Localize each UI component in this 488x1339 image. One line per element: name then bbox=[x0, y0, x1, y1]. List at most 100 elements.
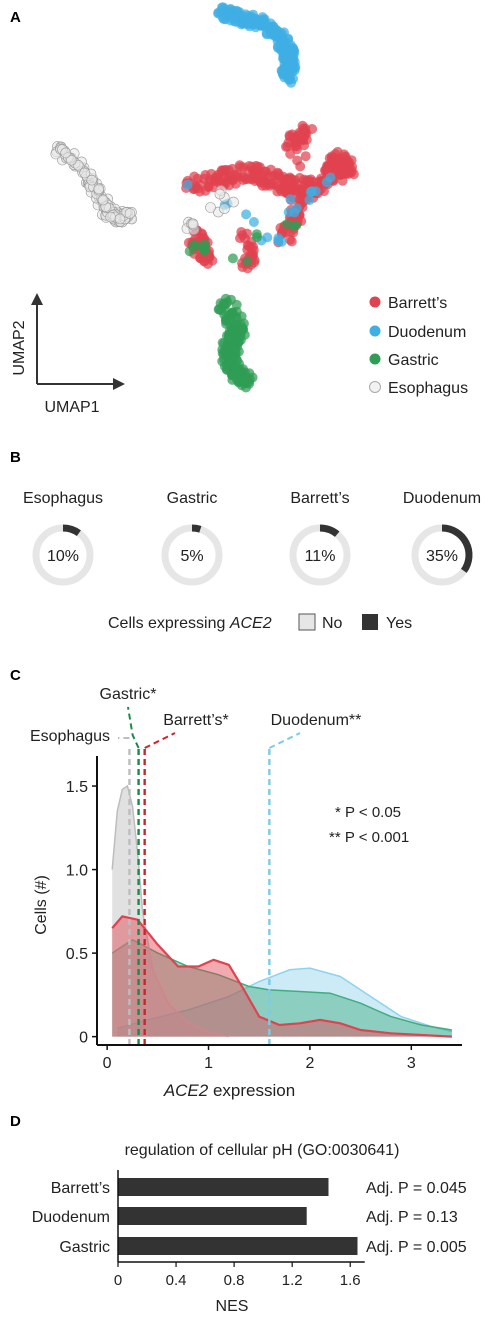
legend-marker-esophagus bbox=[369, 381, 381, 393]
umap-point-barretts bbox=[295, 184, 306, 195]
umap-point-barretts bbox=[200, 170, 211, 180]
umap-point-esophagus bbox=[219, 203, 230, 214]
legend-label-esophagus: Esophagus bbox=[388, 380, 468, 397]
median-label-esophagus: Esophagus bbox=[30, 728, 110, 745]
umap-point-esophagus bbox=[205, 202, 216, 213]
donut-gastric: Gastric 5% bbox=[161, 490, 223, 586]
legend-label-gastric: Gastric bbox=[388, 352, 439, 369]
umap-point-duodenum bbox=[182, 179, 193, 190]
umap-point-gastric bbox=[242, 256, 253, 267]
umap-point-duodenum bbox=[283, 207, 294, 218]
umap-point-gastric bbox=[227, 253, 238, 264]
donut-arc-yes-duodenum bbox=[441, 524, 473, 573]
umap-point-esophagus bbox=[105, 211, 116, 223]
p-note-2: ** P < 0.001 bbox=[329, 829, 409, 846]
panel-b-legend: Cells expressing ACE2 No Yes bbox=[108, 613, 412, 632]
bar-chart-title: regulation of cellular pH (GO:0030641) bbox=[125, 1142, 400, 1159]
umap-point-duodenum bbox=[271, 29, 282, 40]
umap-point-barretts bbox=[272, 186, 283, 197]
umap-point-barretts bbox=[300, 123, 311, 134]
legend-label-barretts: Barrett’s bbox=[388, 295, 447, 312]
umap-point-duodenum bbox=[304, 195, 315, 206]
density-y-tick-label: 1.5 bbox=[66, 779, 88, 796]
donut-arc-yes-barretts bbox=[319, 524, 340, 538]
legend-marker-duodenum bbox=[369, 325, 381, 337]
umap-point-esophagus bbox=[114, 213, 126, 225]
umap-point-barretts bbox=[300, 151, 311, 162]
bar-x-tick-label: 0.4 bbox=[166, 1272, 187, 1289]
umap-point-gastric bbox=[244, 376, 254, 387]
umap-point-duodenum bbox=[291, 203, 302, 214]
density-area-duodenum bbox=[117, 968, 452, 1037]
umap-point-duodenum bbox=[248, 217, 259, 227]
umap-point-barretts bbox=[244, 161, 255, 171]
density-area-gastric bbox=[112, 939, 452, 1037]
umap-point-gastric bbox=[226, 294, 236, 305]
nes-bar-chart: regulation of cellular pH (GO:0030641) Ba… bbox=[32, 1142, 467, 1315]
umap-point-duodenum bbox=[238, 14, 249, 25]
median-label-gastric: Gastric* bbox=[100, 686, 157, 703]
umap-point-gastric bbox=[288, 220, 299, 231]
density-x-tick-label: 0 bbox=[103, 1055, 112, 1072]
umap-point-barretts bbox=[251, 173, 261, 184]
donut-title-esophagus: Esophagus bbox=[23, 490, 103, 507]
legend-no-swatch bbox=[298, 613, 316, 631]
umap-point-esophagus bbox=[214, 188, 226, 200]
umap-point-gastric bbox=[219, 361, 230, 372]
median-leader-barretts bbox=[144, 732, 176, 749]
umap-point-gastric bbox=[238, 364, 249, 375]
umap-point-barretts bbox=[326, 154, 337, 165]
umap-point-gastric bbox=[232, 325, 243, 336]
umap-point-esophagus bbox=[60, 147, 71, 159]
density-x-tick-label: 2 bbox=[305, 1055, 314, 1072]
umap2-label: UMAP2 bbox=[11, 320, 28, 375]
bar-category-barretts: Barrett’s bbox=[51, 1180, 110, 1197]
density-x-label: ACE2 expression bbox=[163, 1081, 295, 1100]
umap-point-barretts bbox=[346, 165, 357, 176]
umap-point-barretts bbox=[283, 137, 294, 148]
bar-annotation-barretts: Adj. P = 0.045 bbox=[366, 1180, 467, 1197]
caption-gene: ACE2 bbox=[229, 615, 272, 632]
umap-point-duodenum bbox=[225, 4, 236, 15]
donut-arc-yes-esophagus bbox=[62, 524, 81, 537]
donut-arc-yes-gastric bbox=[191, 524, 202, 533]
umap-point-gastric bbox=[221, 318, 232, 329]
umap-point-duodenum bbox=[284, 72, 295, 82]
umap-point-barretts bbox=[303, 175, 314, 186]
umap-point-gastric bbox=[229, 361, 239, 372]
umap-point-gastric bbox=[218, 300, 229, 311]
p-note-1: * P < 0.05 bbox=[335, 804, 401, 821]
umap-point-duodenum bbox=[279, 64, 290, 75]
umap-point-esophagus bbox=[66, 154, 77, 166]
median-leader-duodenum bbox=[268, 732, 301, 749]
umap-point-barretts bbox=[203, 182, 214, 192]
donut-barretts: Barrett’s 11% bbox=[289, 490, 351, 586]
bar-category-duodenum: Duodenum bbox=[32, 1209, 110, 1226]
umap-scatter bbox=[50, 2, 359, 393]
panel-c: C Esophagus Gastric* Barrett’s* Duodenum** 0… bbox=[10, 667, 462, 1100]
panel-b-letter: B bbox=[10, 449, 21, 466]
donut-title-gastric: Gastric bbox=[167, 490, 218, 507]
umap-point-gastric bbox=[226, 341, 237, 352]
umap-legend: Barrett’s Duodenum Gastric Esophagus bbox=[369, 295, 468, 397]
panel-b: B Esophagus 10% Gastric 5% Barrett’s 11% Duode… bbox=[10, 449, 481, 632]
legend-item-duodenum: Duodenum bbox=[369, 324, 466, 341]
median-leader-gastric bbox=[127, 706, 140, 749]
legend-item-barretts: Barrett’s bbox=[369, 295, 447, 312]
density-x-label-rest: expression bbox=[208, 1081, 295, 1100]
donut-esophagus: Esophagus 10% bbox=[23, 490, 103, 586]
bar-x-tick-label: 1.2 bbox=[282, 1272, 303, 1289]
umap-point-duodenum bbox=[241, 209, 252, 220]
umap-point-duodenum bbox=[276, 236, 287, 247]
umap2-arrowhead bbox=[31, 293, 43, 305]
density-area-barretts bbox=[112, 916, 452, 1037]
density-y-label: Cells (#) bbox=[33, 875, 50, 935]
umap-point-gastric bbox=[231, 374, 242, 385]
umap-point-esophagus bbox=[228, 196, 239, 208]
umap-point-duodenum bbox=[321, 177, 332, 188]
legend-item-esophagus: Esophagus bbox=[369, 380, 468, 397]
density-y-tick-label: 0.5 bbox=[66, 946, 88, 963]
umap-point-esophagus bbox=[97, 194, 109, 206]
donut-title-barretts: Barrett’s bbox=[290, 490, 349, 507]
